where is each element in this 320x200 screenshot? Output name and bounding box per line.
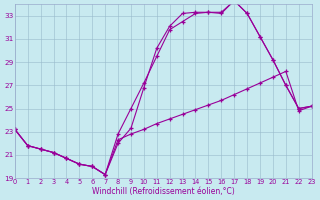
X-axis label: Windchill (Refroidissement éolien,°C): Windchill (Refroidissement éolien,°C)	[92, 187, 235, 196]
